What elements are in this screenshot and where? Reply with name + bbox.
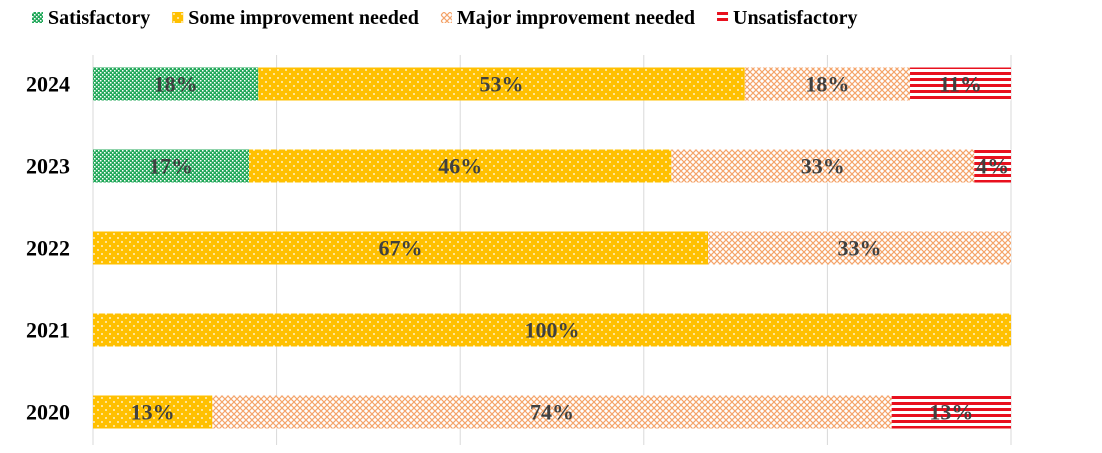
data-label: 67% <box>379 236 423 261</box>
legend-label: Some improvement needed <box>188 7 419 29</box>
data-label: 74% <box>530 400 574 425</box>
data-label: 13% <box>131 400 175 425</box>
legend-label: Satisfactory <box>48 7 150 29</box>
bar-segment <box>258 67 745 101</box>
data-label: 13% <box>929 400 973 425</box>
bar-segment <box>93 149 250 183</box>
data-label: 33% <box>801 154 845 179</box>
bar-segment <box>891 395 1011 429</box>
data-label: 11% <box>939 72 982 97</box>
data-label: 53% <box>480 72 524 97</box>
bar-segment <box>744 67 911 101</box>
bar-segment <box>671 149 975 183</box>
bar-segment <box>93 231 709 265</box>
data-label: 33% <box>838 236 882 261</box>
y-tick-label: 2022 <box>26 236 70 261</box>
bar-segment <box>974 149 1011 183</box>
data-label: 4% <box>976 154 1009 179</box>
y-tick-label: 2021 <box>26 318 70 343</box>
bar-segment <box>708 231 1011 265</box>
legend-label: Unsatisfactory <box>733 7 857 29</box>
data-label: 46% <box>438 154 482 179</box>
data-label: 100% <box>525 318 580 343</box>
legend-swatch <box>32 12 43 23</box>
legend-label: Major improvement needed <box>457 7 695 29</box>
bar-segment <box>93 395 213 429</box>
y-tick-label: 2024 <box>26 72 70 97</box>
bar-segment <box>910 67 1011 101</box>
legend-swatch <box>440 12 452 23</box>
data-label: 18% <box>805 72 849 97</box>
data-label: 17% <box>149 154 193 179</box>
bar-segment <box>93 67 259 101</box>
bar-segment <box>93 313 1011 347</box>
legend-swatch <box>172 12 184 23</box>
y-tick-label: 2020 <box>26 400 70 425</box>
bar-segment <box>249 149 672 183</box>
bar-segment <box>212 395 892 429</box>
y-tick-label: 2023 <box>26 154 70 179</box>
data-label: 18% <box>154 72 198 97</box>
legend-swatch <box>717 12 729 23</box>
